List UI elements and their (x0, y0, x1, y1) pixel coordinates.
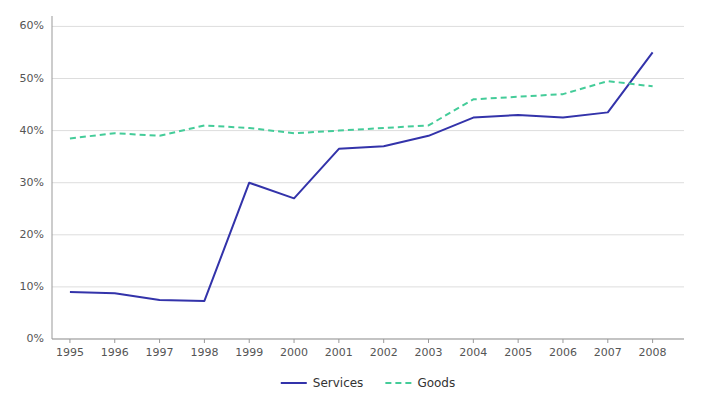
chart-container: 0% 10% 20% 30% 40% 50% 60% 1995 1996 1997 1998 1999… (0, 0, 702, 409)
x-tick-label: 2005 (504, 346, 532, 359)
x-tick (428, 339, 429, 343)
legend-item: Goods (385, 376, 455, 390)
x-tick-label: 1996 (101, 346, 129, 359)
x-tick (69, 339, 70, 343)
x-tick (518, 339, 519, 343)
grid-line (52, 130, 684, 131)
x-axis: 1995 1996 1997 1998 1999 2000 2001 2002 2003 2004… (52, 339, 684, 359)
x-tick (338, 339, 339, 343)
chart-svg: 0% 10% 20% 30% 40% 50% 60% 1995 1996 1997 1998 1999… (0, 0, 702, 409)
grid-line (52, 234, 684, 235)
y-axis-line (52, 16, 53, 339)
x-tick-label: 2006 (549, 346, 577, 359)
x-tick-label: 2003 (415, 346, 443, 359)
x-tick (473, 339, 474, 343)
y-tick-label: 40% (20, 124, 44, 137)
x-tick (159, 339, 160, 343)
x-tick (383, 339, 384, 343)
y-tick-label: 30% (20, 176, 44, 189)
grid-line (52, 78, 684, 79)
y-tick-label: 60% (20, 19, 44, 32)
series-line (70, 52, 653, 301)
legend: Services Goods (281, 376, 455, 390)
x-tick (114, 339, 115, 343)
x-tick-label: 1995 (56, 346, 84, 359)
grid-line (52, 339, 684, 340)
x-tick-label: 1997 (146, 346, 174, 359)
x-tick (249, 339, 250, 343)
legend-item: Services (281, 376, 364, 390)
x-tick-label: 1998 (190, 346, 218, 359)
y-tick-label: 0% (27, 332, 44, 345)
y-tick-label: 20% (20, 228, 44, 241)
x-tick-label: 2008 (639, 346, 667, 359)
x-tick (562, 339, 563, 343)
y-axis: 0% 10% 20% 30% 40% 50% 60% (20, 16, 52, 345)
y-tick-label: 50% (20, 72, 44, 85)
x-tick-label: 1999 (235, 346, 263, 359)
y-tick-label: 10% (20, 280, 44, 293)
x-tick-label: 2004 (459, 346, 487, 359)
grid-line (52, 26, 684, 27)
x-tick (204, 339, 205, 343)
grid-line (52, 182, 684, 183)
x-tick-label: 2007 (594, 346, 622, 359)
x-tick-label: 2002 (370, 346, 398, 359)
x-axis-line (52, 339, 684, 340)
grid-line (52, 286, 684, 287)
series-line (70, 81, 653, 138)
legend-label: Services (313, 376, 364, 390)
legend-label: Goods (417, 376, 455, 390)
legend-swatch (281, 382, 307, 384)
x-tick (652, 339, 653, 343)
lines (70, 52, 653, 301)
x-tick-label: 2001 (325, 346, 353, 359)
legend-swatch (385, 382, 411, 384)
x-tick (294, 339, 295, 343)
x-tick (607, 339, 608, 343)
x-tick-label: 2000 (280, 346, 308, 359)
y-grid (52, 26, 684, 339)
